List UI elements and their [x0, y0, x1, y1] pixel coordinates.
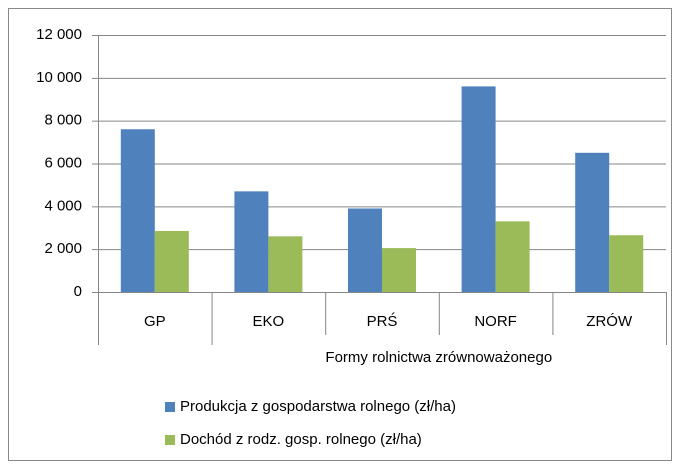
- x-tick-label: GP: [144, 313, 166, 330]
- y-tick-label: 2 000: [44, 240, 82, 257]
- bar: [609, 235, 644, 292]
- x-tick-label: ZRÓW: [586, 313, 633, 330]
- y-tick-label: 8 000: [44, 112, 82, 129]
- chart-frame: [8, 8, 672, 461]
- bar: [495, 221, 530, 292]
- y-tick-label: 12 000: [36, 26, 82, 43]
- x-tick-label: EKO: [253, 313, 285, 330]
- bar: [154, 230, 189, 292]
- y-tick-label: 6 000: [44, 154, 82, 171]
- y-tick-label: 10 000: [36, 69, 82, 86]
- bar: [461, 86, 496, 293]
- x-tick-label: PRŚ: [367, 312, 398, 330]
- bar: [348, 208, 382, 292]
- bar: [268, 236, 303, 292]
- legend-swatch: [165, 402, 175, 412]
- x-tick-label: NORF: [474, 313, 517, 330]
- legend-swatch: [165, 435, 175, 445]
- legend-label: Dochód z rodz. gosp. rolnego (zł/ha): [180, 431, 422, 448]
- y-tick-label: 4 000: [44, 197, 82, 214]
- bar: [575, 152, 610, 292]
- bar: [120, 129, 155, 292]
- legend-label: Produkcja z gospodarstwa rolnego (zł/ha): [180, 398, 456, 415]
- bar: [382, 248, 416, 292]
- bar: [234, 191, 269, 292]
- y-tick-label: 0: [74, 283, 82, 300]
- category-group-label: Formy rolnictwa zrównoważonego: [325, 349, 552, 366]
